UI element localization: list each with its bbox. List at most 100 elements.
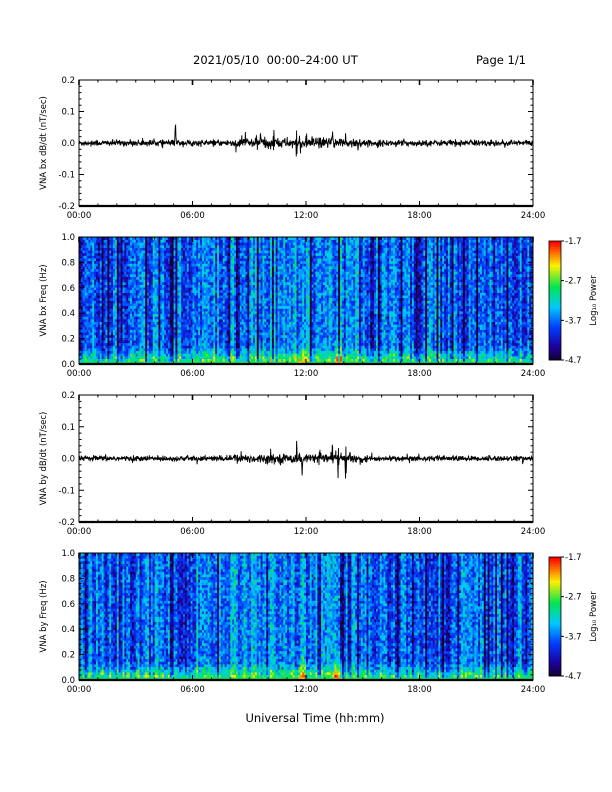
heatmap-cell [217,345,220,349]
heatmap-cell [135,281,138,285]
heatmap-cell [211,337,214,341]
heatmap-cell [97,297,101,301]
heatmap-cell [156,295,159,299]
heatmap-cell [247,353,250,357]
heatmap-cell [237,334,241,338]
heatmap-cell [171,239,174,243]
heatmap-cell [162,250,165,254]
heatmap-cell [118,260,121,264]
heatmap-cell [105,313,108,317]
heatmap-cell [188,358,191,362]
heatmap-cell [183,303,186,307]
heatmap-cell [211,356,214,360]
heatmap-cell [234,361,237,365]
heatmap-cell [264,281,267,285]
heatmap-cell [260,258,263,262]
heatmap-cell [103,263,106,267]
heatmap-cell [245,303,248,307]
heatmap-cell [137,276,140,280]
heatmap-cell [217,311,220,315]
heatmap-cell [99,303,102,307]
heatmap-cell [94,276,97,280]
heatmap-cell [162,319,165,322]
heatmap-cell [215,247,218,251]
heatmap-cell [232,329,235,333]
heatmap-cell [122,263,125,267]
heatmap-cell [122,332,125,336]
heatmap-cell [228,276,231,280]
heatmap-cell [143,321,146,325]
x-tick-label: 24:00 [521,211,546,221]
heatmap-cell [131,353,135,357]
heatmap-cell [207,340,210,344]
heatmap-cell [116,350,120,354]
heatmap-cell [128,326,131,330]
heatmap-cell [86,326,89,330]
heatmap-cell [169,247,172,251]
heatmap-cell [236,324,239,328]
heatmap-cell [201,358,205,362]
heatmap-cell [109,284,112,288]
heatmap-cell [262,279,265,283]
heatmap-cell [260,350,263,354]
heatmap-cell [145,303,148,307]
heatmap-cell [264,242,267,246]
heatmap-cell [190,295,193,299]
heatmap-cell [96,356,99,360]
heatmap-cell [179,303,182,307]
heatmap-cell [158,305,161,309]
heatmap-cell [179,250,182,254]
heatmap-cell [107,334,110,338]
heatmap-cell [239,252,242,256]
heatmap-cell [268,279,271,283]
heatmap-cell [260,305,263,309]
heatmap-cell [97,237,101,240]
heatmap-cell [203,300,207,304]
heatmap-cell [135,287,138,291]
heatmap-cell [188,276,191,280]
heatmap-cell [183,250,186,254]
heatmap-cell [234,353,237,357]
heatmap-cell [126,311,129,315]
heatmap-cell [236,358,239,362]
heatmap-cell [247,303,250,307]
heatmap-cell [82,268,85,272]
heatmap-cell [266,287,269,291]
heatmap-cell [82,276,85,280]
heatmap-cell [215,342,218,346]
heatmap-cell [258,326,261,330]
heatmap-cell [160,329,163,333]
heatmap-cell [103,271,106,275]
heatmap-cell [175,252,178,256]
heatmap-cell [105,300,108,304]
heatmap-cell [254,237,258,240]
heatmap-cell [171,332,174,336]
heatmap-cell [262,281,265,285]
heatmap-cell [184,321,188,325]
heatmap-cell [258,255,261,259]
heatmap-cell [211,319,214,322]
heatmap-cell [99,321,102,325]
heatmap-cell [213,329,216,333]
heatmap-cell [169,279,172,283]
heatmap-cell [266,358,269,362]
heatmap-cell [243,297,246,301]
heatmap-cell [224,313,227,317]
heatmap-cell [249,239,252,243]
heatmap-cell [179,340,182,344]
heatmap-cell [79,250,82,254]
heatmap-cell [122,313,125,317]
heatmap-cell [113,340,116,344]
heatmap-cell [228,321,231,325]
heatmap-cell [253,247,256,251]
heatmap-cell [114,334,118,338]
heatmap-cell [211,287,214,291]
heatmap-cell [251,289,254,293]
heatmap-cell [218,297,222,301]
heatmap-cell [131,284,135,288]
heatmap-cell [94,324,97,328]
heatmap-cell [217,321,220,325]
heatmap-cell [116,297,120,301]
heatmap-cell [268,263,271,267]
heatmap-cell [186,279,190,283]
